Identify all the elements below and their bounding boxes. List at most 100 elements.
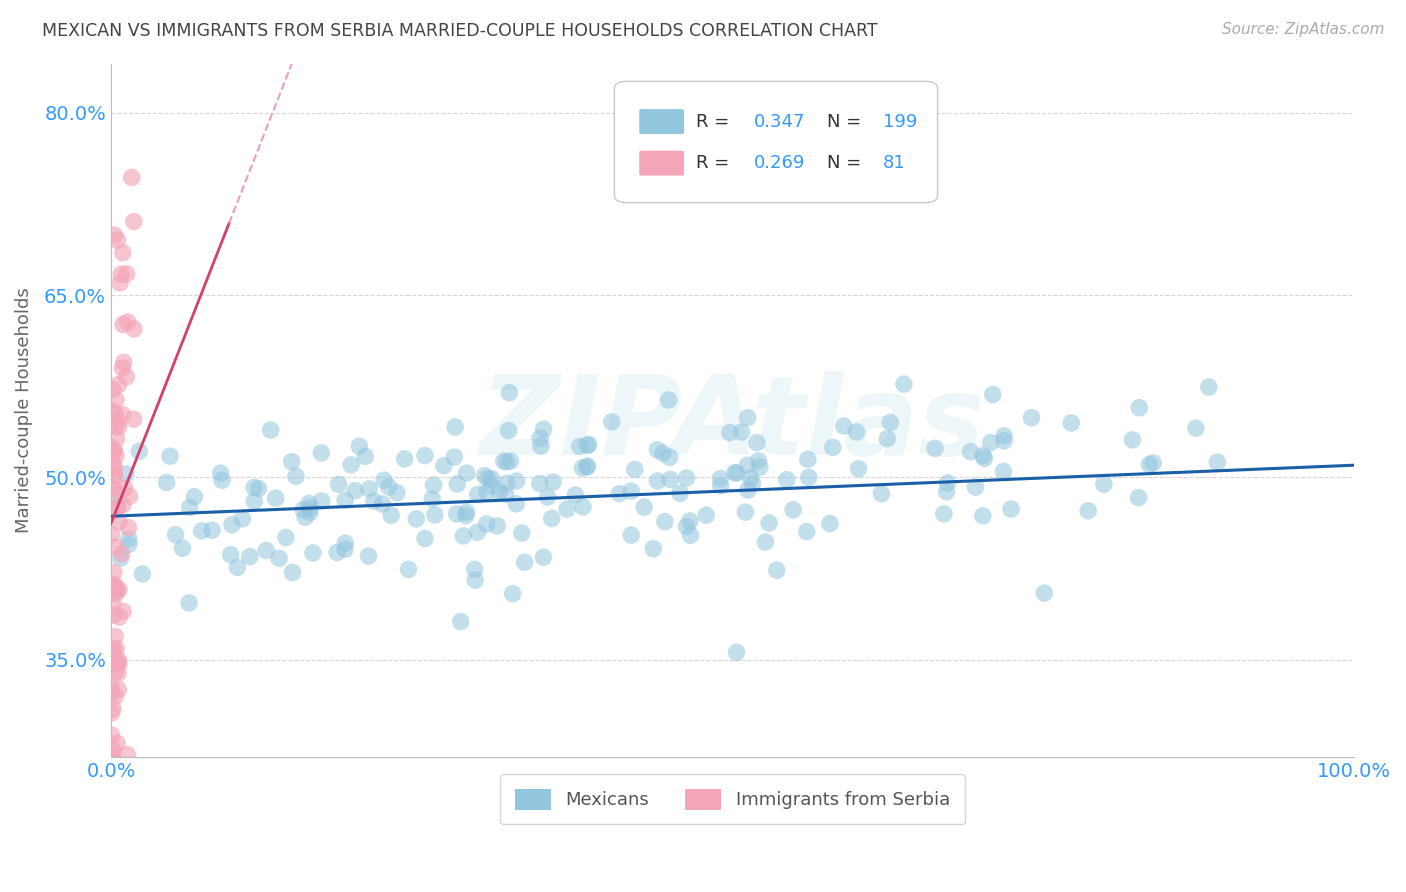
- Point: [111, 408, 134, 422]
- Point: [600, 415, 623, 429]
- Point: [128, 444, 150, 458]
- FancyBboxPatch shape: [640, 151, 683, 176]
- FancyBboxPatch shape: [640, 109, 683, 134]
- Point: [654, 515, 676, 529]
- Point: [254, 543, 277, 558]
- Point: [936, 475, 959, 490]
- Point: [108, 582, 131, 597]
- Point: [675, 471, 697, 485]
- Point: [155, 475, 177, 490]
- Point: [647, 474, 669, 488]
- Point: [105, 500, 128, 514]
- Point: [745, 435, 768, 450]
- Point: [292, 503, 315, 517]
- Text: R =: R =: [696, 112, 735, 130]
- Point: [924, 442, 946, 456]
- Point: [623, 462, 645, 476]
- Point: [505, 497, 527, 511]
- Point: [658, 450, 681, 465]
- Point: [108, 657, 131, 672]
- Point: [104, 483, 127, 497]
- Point: [754, 535, 776, 549]
- Point: [103, 443, 125, 458]
- Point: [748, 460, 770, 475]
- Point: [335, 536, 357, 550]
- Point: [101, 750, 124, 764]
- Point: [111, 498, 134, 512]
- Point: [540, 511, 562, 525]
- Point: [117, 521, 139, 535]
- Point: [108, 276, 131, 290]
- Point: [879, 416, 901, 430]
- Point: [122, 412, 145, 426]
- Point: [357, 549, 380, 563]
- Point: [122, 214, 145, 228]
- Point: [433, 458, 456, 473]
- Point: [758, 516, 780, 530]
- Point: [972, 508, 994, 523]
- Point: [243, 480, 266, 494]
- Point: [530, 439, 553, 453]
- Point: [179, 500, 201, 515]
- Point: [101, 597, 124, 611]
- Point: [959, 444, 981, 458]
- Point: [107, 653, 129, 667]
- Point: [219, 548, 242, 562]
- Point: [103, 652, 125, 666]
- Point: [298, 496, 321, 510]
- Point: [115, 467, 138, 481]
- Point: [464, 573, 486, 587]
- Point: [101, 641, 124, 656]
- Point: [201, 523, 224, 537]
- Point: [111, 360, 134, 375]
- Point: [486, 519, 509, 533]
- Point: [474, 468, 496, 483]
- Point: [797, 452, 820, 467]
- Point: [555, 502, 578, 516]
- Point: [104, 690, 127, 704]
- Point: [100, 527, 122, 541]
- Point: [115, 369, 138, 384]
- Point: [103, 467, 125, 482]
- Point: [103, 228, 125, 243]
- Point: [107, 682, 129, 697]
- Point: [423, 508, 446, 522]
- Point: [633, 500, 655, 515]
- Point: [359, 482, 381, 496]
- Point: [643, 541, 665, 556]
- Text: ZIPAtlas: ZIPAtlas: [479, 371, 986, 478]
- Point: [311, 494, 333, 508]
- Point: [107, 233, 129, 247]
- Point: [620, 528, 643, 542]
- Point: [564, 488, 586, 502]
- Point: [973, 451, 995, 466]
- Point: [385, 485, 408, 500]
- FancyBboxPatch shape: [614, 81, 938, 202]
- Point: [443, 450, 465, 464]
- Point: [797, 470, 820, 484]
- Point: [832, 419, 855, 434]
- Point: [211, 473, 233, 487]
- Point: [209, 466, 232, 480]
- Point: [453, 529, 475, 543]
- Point: [103, 444, 125, 458]
- Point: [405, 512, 427, 526]
- Point: [456, 505, 478, 519]
- Point: [354, 450, 377, 464]
- Point: [101, 580, 124, 594]
- Point: [422, 478, 444, 492]
- Point: [281, 566, 304, 580]
- Point: [495, 455, 517, 469]
- Point: [420, 491, 443, 506]
- Point: [284, 469, 307, 483]
- Point: [115, 267, 138, 281]
- Point: [1033, 586, 1056, 600]
- Point: [118, 537, 141, 551]
- Point: [101, 748, 124, 763]
- Point: [111, 245, 134, 260]
- Point: [876, 432, 898, 446]
- Point: [477, 472, 499, 486]
- Point: [510, 525, 533, 540]
- Point: [1021, 410, 1043, 425]
- Point: [177, 596, 200, 610]
